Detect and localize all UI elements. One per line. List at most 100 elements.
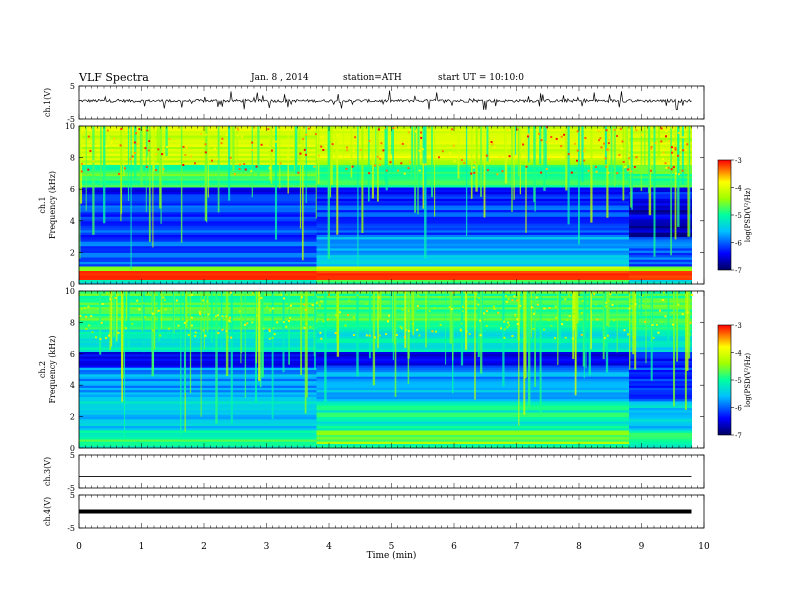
ch1-spectrogram-band (316, 186, 630, 190)
ch2-spectrogram-speckle (416, 328, 419, 331)
ch1-spectrogram-speckle (176, 162, 179, 165)
ch1-spectrogram-band (316, 155, 630, 159)
ch1-spectrogram-speckle (211, 159, 213, 162)
ch2-spectrogram-speckle (365, 334, 368, 337)
ch1-spectrogram-speckle (298, 144, 301, 147)
ch1-spectrogram-band (79, 268, 317, 271)
ch1-spectrogram-band (316, 130, 630, 134)
ch2-spectrogram-band (316, 335, 630, 339)
ch1-spectrogram-speckle (162, 168, 165, 171)
ch2-spectrogram-band (316, 349, 630, 352)
ch2-spectrogram-band (629, 322, 692, 326)
ch2-spectrogram-band (316, 371, 630, 375)
ch1-spectrogram-speckle (133, 141, 136, 144)
ch2-spectrogram-band (316, 360, 630, 364)
ch1-spectrogram-speckle (236, 134, 239, 137)
ch2-spectrogram-speckle (465, 330, 468, 333)
ch1-spectrogram-speckle (607, 139, 610, 141)
ch2-spectrogram-speckle (511, 299, 514, 301)
ch1-spectrogram-band (629, 223, 692, 226)
ch3-waveform-ytick-label: 5 (70, 451, 75, 460)
ch2-spectrogram-speckle (378, 296, 381, 299)
ch1-spectrogram-colorbar (717, 159, 732, 271)
ch2-spectrogram-speckle (564, 298, 567, 301)
ch1-spectrogram-speckle (394, 126, 396, 129)
ch1-spectrogram-speckle (527, 135, 529, 138)
ch1-spectrogram-speckle (451, 128, 453, 131)
ch1-spectrogram-band (629, 279, 692, 283)
ch2-spectrogram-speckle (356, 294, 359, 297)
ch1-spectrogram-band (629, 218, 692, 222)
ch1-spectrogram-speckle (238, 168, 241, 170)
ch1-spectrogram-speckle (313, 165, 316, 168)
ch1-spectrogram-band (79, 272, 317, 276)
ch1-spectrogram-band (316, 164, 630, 168)
ch2-spectrogram-band (629, 347, 692, 350)
ch1-spectrogram-band (79, 141, 317, 145)
ch1-spectrogram-band (629, 153, 692, 156)
ch2-spectrogram-speckle (202, 329, 205, 332)
ch2-spectrogram-speckle (691, 294, 694, 296)
ch2-spectrogram-band (629, 369, 692, 373)
ch1-spectrogram-speckle (299, 152, 302, 155)
ch2-spectrogram-speckle (177, 324, 180, 327)
ch1-spectrogram-band (79, 243, 317, 247)
ch1-spectrogram-band (79, 252, 317, 256)
ch2-spectrogram-band (79, 333, 317, 337)
ch2-spectrogram-speckle (461, 310, 464, 313)
ch1-spectrogram-speckle (185, 146, 188, 149)
ch2-spectrogram-band (316, 403, 630, 406)
ch2-spectrogram-speckle (122, 326, 125, 329)
ch2-spectrogram-speckle (661, 299, 664, 301)
ch2-spectrogram-speckle (603, 336, 606, 339)
ch2-spectrogram-speckle (543, 307, 546, 310)
ch2-spectrogram-speckle (221, 328, 224, 331)
ch2-spectrogram-band (79, 425, 317, 429)
xtick-label: 6 (451, 542, 457, 552)
ch2-spectrogram-band (629, 338, 692, 341)
ch2-spectrogram-band (79, 385, 317, 388)
ch1-spectrogram-band (79, 139, 317, 143)
ch1-spectrogram-speckle (194, 162, 196, 165)
ch1-spectrogram-speckle (633, 166, 636, 168)
ch1-spectrogram-speckle (118, 172, 120, 175)
ch2-spectrogram-band (629, 353, 692, 357)
ch1-spectrogram-speckle (605, 165, 608, 168)
ch1-spectrogram-speckle (414, 130, 417, 133)
ch2-spectrogram-band (79, 360, 317, 364)
ch2-spectrogram-speckle (252, 292, 254, 295)
ch1-spectrogram-band (316, 159, 630, 163)
ch1-spectrogram-band (629, 164, 692, 168)
ch1-spectrogram-band (316, 189, 630, 192)
ch1-spectrogram-speckle (670, 146, 673, 149)
ch2-spectrogram-speckle (285, 325, 288, 328)
ch1-waveform-ytick-label: -5 (67, 115, 75, 124)
ch1-spectrogram-speckle (389, 161, 392, 164)
ch2-spectrogram-speckle (572, 312, 575, 315)
ch1-spectrogram-speckle (407, 145, 410, 148)
ch1-spectrogram-band (316, 234, 630, 238)
ch1-spectrogram-band (629, 202, 692, 206)
ch2-spectrogram-speckle (681, 313, 684, 315)
ch2-spectrogram-speckle (411, 323, 414, 326)
ch2-spectrogram-band (629, 394, 692, 397)
ch1-spectrogram-band (316, 277, 630, 280)
ch1-spectrogram-speckle (563, 133, 566, 136)
ch2-spectrogram-speckle (580, 333, 583, 336)
ch1-spectrogram-speckle (681, 169, 684, 172)
ch2-spectrogram-speckle (168, 327, 170, 330)
ch1-spectrogram-band (79, 135, 317, 138)
ch2-spectrogram-speckle (280, 293, 283, 296)
ch2-spectrogram-speckle (385, 333, 388, 336)
ch1-spectrogram-speckle (472, 166, 475, 169)
ch4-waveform-ytick-label: 5 (70, 491, 75, 500)
ch2-spectrogram-speckle (229, 316, 232, 319)
ch1-spectrogram-speckle (250, 170, 253, 173)
ch2-spectrogram-speckle (206, 300, 209, 303)
ch2-spectrogram-speckle (87, 305, 90, 308)
ch2-spectrogram-band (629, 405, 692, 409)
ch2-spectrogram-band (316, 441, 630, 444)
ch1-spectrogram-speckle (573, 142, 576, 145)
ch1-spectrogram-speckle (650, 147, 653, 150)
ch2-spectrogram-band (79, 344, 317, 348)
